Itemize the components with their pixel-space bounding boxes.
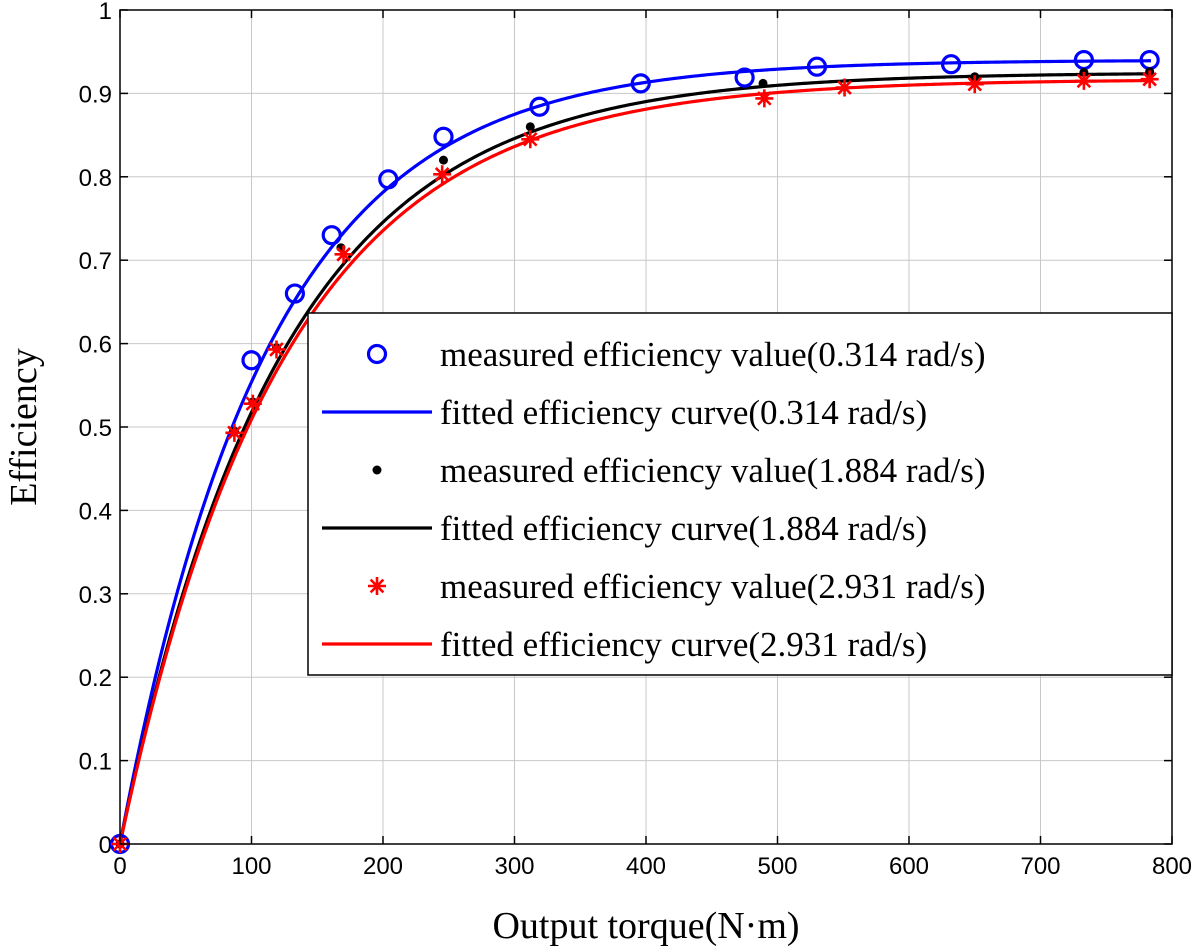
y-axis-title: Efficiency xyxy=(3,348,45,506)
data-point-dot xyxy=(525,122,535,132)
x-axis-title: Output torque(N·m) xyxy=(492,905,799,947)
data-point-circle xyxy=(630,73,651,94)
legend-label: measured efficiency value(2.931 rad/s) xyxy=(440,567,986,606)
x-axis-ticks: 0 100 200 300 400 500 600 700 800 xyxy=(113,10,1192,880)
data-point-dot xyxy=(372,465,382,475)
data-point-circle xyxy=(806,56,828,77)
y-tick-label: 0.9 xyxy=(79,81,112,108)
data-point-circle xyxy=(433,126,454,147)
data-point-asterisk xyxy=(225,423,244,442)
data-point-asterisk xyxy=(755,89,774,108)
legend-label: measured efficiency value(1.884 rad/s) xyxy=(440,451,986,490)
y-tick-label: 0.7 xyxy=(79,248,112,275)
y-tick-label: 0.2 xyxy=(79,665,112,692)
y-tick-label: 0.3 xyxy=(79,582,112,609)
y-axis-ticks: 0 0.1 0.2 0.3 0.4 0.5 0.6 0.7 0.8 0.9 1 xyxy=(79,0,1172,859)
data-point-asterisk xyxy=(835,78,854,97)
measured-points xyxy=(109,49,1160,855)
data-point-circle xyxy=(940,54,962,75)
data-point-asterisk xyxy=(334,245,353,264)
legend-label: fitted efficiency curve(1.884 rad/s) xyxy=(440,509,927,548)
data-point-dot xyxy=(758,78,768,88)
y-tick-label: 0.4 xyxy=(79,498,112,525)
data-point-asterisk xyxy=(243,394,262,413)
legend-label: fitted efficiency curve(0.314 rad/s) xyxy=(440,393,927,432)
data-point-asterisk xyxy=(1074,71,1093,90)
data-point-dot xyxy=(438,155,448,165)
legend: measured efficiency value(0.314 rad/s) fi… xyxy=(307,312,1173,676)
data-point-circle xyxy=(366,343,388,365)
x-tick-label: 0 xyxy=(113,853,126,880)
y-tick-label: 0.5 xyxy=(79,415,112,442)
data-point-asterisk xyxy=(433,165,452,184)
x-tick-label: 800 xyxy=(1152,853,1192,880)
legend-label: measured efficiency value(0.314 rad/s) xyxy=(440,335,986,374)
data-point-circle xyxy=(378,169,399,190)
y-tick-label: 0.8 xyxy=(79,165,112,192)
data-point-circle xyxy=(734,67,755,88)
data-point-circle xyxy=(284,283,305,304)
y-tick-label: 0.1 xyxy=(79,749,112,776)
data-point-asterisk xyxy=(1140,70,1159,89)
data-point-circle xyxy=(529,96,550,117)
data-point-circle xyxy=(241,350,262,371)
x-tick-label: 300 xyxy=(494,853,534,880)
x-tick-label: 600 xyxy=(889,853,929,880)
x-tick-label: 500 xyxy=(757,853,797,880)
legend-box xyxy=(307,312,1173,676)
x-tick-label: 400 xyxy=(626,853,666,880)
data-point-asterisk xyxy=(965,75,984,94)
fitted-curve-line xyxy=(118,59,1151,845)
data-point-circle xyxy=(321,225,342,246)
x-tick-label: 100 xyxy=(231,853,271,880)
legend-label: fitted efficiency curve(2.931 rad/s) xyxy=(440,625,927,664)
y-tick-label: 1 xyxy=(99,0,112,25)
data-point-asterisk xyxy=(521,130,540,149)
y-tick-label: 0 xyxy=(99,832,112,859)
data-point-asterisk xyxy=(267,340,286,359)
data-point-asterisk xyxy=(368,577,386,595)
y-tick-label: 0.6 xyxy=(79,332,112,359)
x-tick-label: 200 xyxy=(363,853,403,880)
x-tick-label: 700 xyxy=(1020,853,1060,880)
